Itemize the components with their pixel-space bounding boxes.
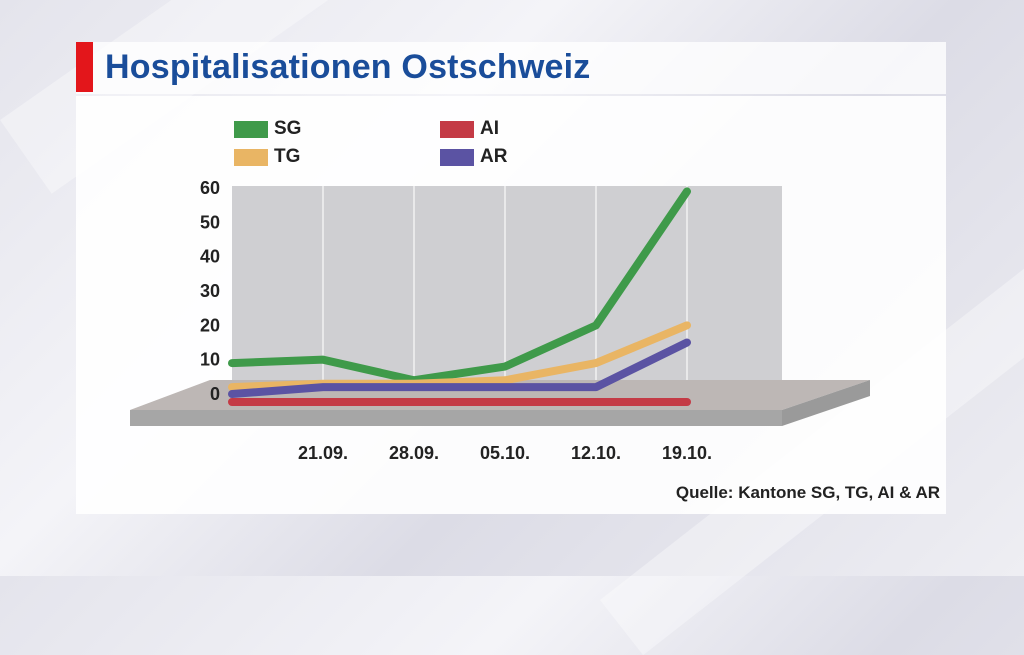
y-tick-label: 30	[200, 281, 220, 301]
legend-swatch-sg	[234, 120, 268, 138]
legend-item-sg: SG	[234, 118, 301, 140]
y-tick-label: 10	[200, 350, 220, 370]
y-tick-label: 60	[200, 178, 220, 198]
line-chart: 0 10 20 30 40 50 60 21.09. 28.09. 05.10. 12.10. 19…	[130, 178, 870, 463]
y-tick-label: 20	[200, 315, 220, 335]
x-tick-label: 19.10.	[662, 443, 712, 463]
legend-item-tg: TG	[234, 146, 300, 168]
legend-label-sg: SG	[274, 118, 302, 139]
source-note: Quelle: Kantone SG, TG, AI & AR	[675, 483, 940, 502]
legend-swatch-ai	[440, 120, 474, 138]
series-line-sg	[228, 187, 691, 385]
legend-label-ai: AI	[480, 118, 499, 139]
legend-item-ar: AR	[440, 146, 507, 168]
page-title: Hospitalisationen Ostschweiz	[105, 48, 591, 86]
x-tick-label: 12.10.	[571, 443, 621, 463]
legend-swatch-tg	[234, 148, 268, 166]
y-tick-label: 50	[200, 212, 220, 232]
series-line-ar	[228, 338, 691, 398]
y-tick-label: 40	[200, 247, 220, 267]
legend-label-tg: TG	[274, 146, 301, 167]
x-tick-label: 28.09.	[389, 443, 439, 463]
legend-label-ar: AR	[480, 146, 508, 167]
chart-floor-side	[782, 380, 870, 426]
title-accent-bar	[76, 42, 93, 92]
legend-swatch-ar	[440, 148, 474, 166]
chart-floor-front	[130, 410, 782, 426]
legend-item-ai: AI	[440, 118, 499, 140]
x-tick-label: 21.09.	[298, 443, 348, 463]
title-bar	[76, 42, 946, 94]
x-tick-label: 05.10.	[480, 443, 530, 463]
y-tick-label: 0	[210, 384, 220, 404]
